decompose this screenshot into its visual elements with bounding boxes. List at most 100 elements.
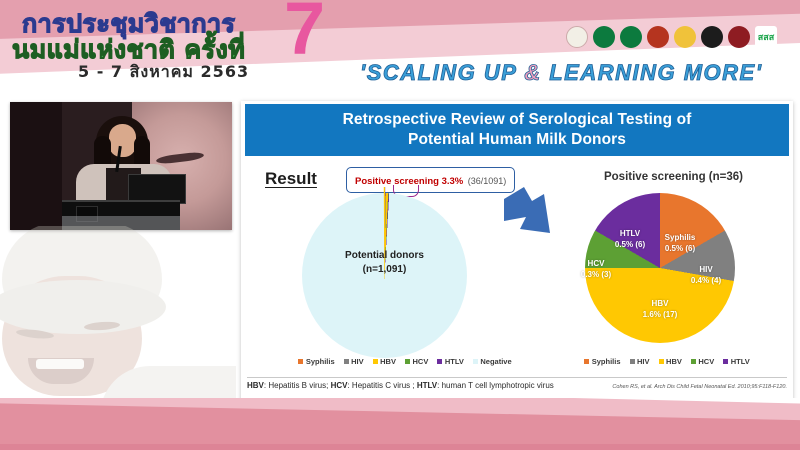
sponsor-logo-row: สสส — [566, 26, 777, 48]
legend-item-hcv[interactable]: HCV — [404, 357, 429, 366]
legend-swatch-hiv — [343, 359, 349, 364]
abbr-hbv-key: HBV — [247, 381, 264, 390]
legend-swatch-syphilis — [298, 359, 304, 364]
legend-item-hiv[interactable]: HIV — [343, 357, 364, 366]
legend-label-negative: Negative — [480, 357, 512, 366]
red-emblem-logo — [647, 26, 669, 48]
pie-slice-label-htlv: HTLV 0.5% (6) — [605, 229, 655, 251]
positive-screening-callout: Positive screening 3.3% (36/1091) — [346, 167, 516, 193]
baby-hat-brim — [0, 280, 166, 334]
footer-bottom-strip — [0, 444, 800, 450]
conference-title-thai-line2: นมแม่แห่งชาติ ครั้งที่ — [11, 34, 246, 64]
flow-arrow-icon — [504, 187, 550, 233]
conference-title-thai-line1: การประชุมวิชาการ — [21, 8, 236, 38]
legend2-label-htlv: HTLV — [730, 357, 750, 366]
pie-slice-label-syphilis: Syphilis 0.5% (6) — [653, 233, 707, 255]
legend-label-hbv: HBV — [380, 357, 396, 366]
slice-hbv-value: 1.6% (17) — [642, 309, 678, 319]
department-health-logo — [620, 26, 642, 48]
legend-item-negative[interactable]: Negative — [472, 357, 512, 366]
speaker-video-inset[interactable] — [10, 102, 232, 230]
slide-title-line1: Retrospective Review of Serological Test… — [342, 110, 692, 128]
legend2-label-syphilis: Syphilis — [591, 357, 621, 366]
legend-swatch-hbv — [372, 359, 378, 364]
legend2-swatch-hiv — [629, 359, 635, 364]
pie-left-center-label: Potential donors (n=1,091) — [302, 249, 467, 277]
legend-swatch-htlv — [437, 359, 443, 364]
legend2-swatch-syphilis — [584, 359, 590, 364]
maroon-crest-logo — [728, 26, 750, 48]
abbr-hbv-val: : Hepatitis B virus; — [263, 381, 331, 390]
ministry-public-health-logo — [593, 26, 615, 48]
abbr-htlv-val: : human T cell lymphotropic virus — [437, 381, 554, 390]
slice-hcv-name: HCV — [587, 259, 605, 268]
legend2-label-hcv: HCV — [698, 357, 715, 366]
legend-label-htlv: HTLV — [444, 357, 464, 366]
presentation-slide[interactable]: Retrospective Review of Serological Test… — [241, 101, 793, 401]
abbr-htlv-key: HTLV — [416, 381, 438, 390]
thaihealth-sss-logo: สสส — [755, 26, 777, 48]
conference-tagline: 'SCALING UP & LEARNING MORE' — [360, 60, 762, 86]
slice-htlv-name: HTLV — [619, 229, 641, 238]
baby-watermark-photo — [0, 226, 236, 426]
slice-hiv-name: HIV — [699, 265, 713, 274]
baby-face — [2, 276, 142, 396]
footer-banner — [0, 398, 800, 450]
speaker-face — [109, 124, 136, 157]
slice-hcv-value: 0.3% (3) — [580, 269, 612, 279]
slice-hiv-value: 0.4% (4) — [690, 275, 722, 285]
podium-glass-panel — [62, 216, 180, 230]
royal-seal-logo — [566, 26, 588, 48]
pie-right-disc — [585, 193, 735, 343]
tagline-part2: LEARNING MORE' — [541, 60, 763, 86]
legend-label-hcv: HCV — [412, 357, 429, 366]
slide-title-line2: Potential Human Milk Donors — [408, 131, 626, 148]
legend2-item-hiv[interactable]: HIV — [629, 357, 650, 366]
slice-hbv-name: HBV — [651, 299, 669, 308]
pie-slice-label-hcv: HCV 0.3% (3) — [573, 259, 619, 281]
legend-swatch-negative — [472, 359, 478, 364]
baby-teeth — [36, 359, 84, 369]
slice-htlv-value: 0.5% (6) — [614, 239, 646, 249]
pie-slice-label-hiv: HIV 0.4% (4) — [683, 265, 729, 287]
legend2-label-hbv: HBV — [666, 357, 682, 366]
slide-footnote: HBV: Hepatitis B virus; HCV: Hepatitis C… — [247, 377, 787, 390]
legend-potential-donors: Syphilis HIV HBV HCV HTLV Negative — [277, 357, 533, 366]
legend2-swatch-hbv — [658, 359, 664, 364]
slide-title-bar: Retrospective Review of Serological Test… — [245, 104, 789, 156]
black-circle-logo — [701, 26, 723, 48]
conference-edition-number: 7 — [284, 0, 326, 70]
laptop-on-podium — [128, 174, 186, 204]
pie-left-slivers — [383, 187, 386, 279]
pie-slice-label-hbv: HBV 1.6% (17) — [631, 299, 689, 321]
legend2-item-htlv[interactable]: HTLV — [723, 357, 750, 366]
legend-label-hiv: HIV — [351, 357, 364, 366]
potential-donors-pie-chart[interactable]: Potential donors (n=1,091) — [302, 187, 467, 358]
legend-swatch-hcv — [404, 359, 410, 364]
legend2-item-hbv[interactable]: HBV — [658, 357, 682, 366]
video-background-left — [10, 102, 62, 230]
legend-item-htlv[interactable]: HTLV — [437, 357, 464, 366]
garuda-emblem-logo — [674, 26, 696, 48]
abbr-hcv-val: : Hepatitis C virus ; — [347, 381, 417, 390]
pie-left-label-line2: (n=1,091) — [362, 264, 407, 275]
pie-left-label-line1: Potential donors — [345, 250, 424, 261]
event-header-banner: การประชุมวิชาการ นมแม่แห่งชาติ ครั้งที่ … — [0, 0, 800, 95]
slice-syphilis-name: Syphilis — [664, 233, 696, 242]
legend-item-hbv[interactable]: HBV — [372, 357, 396, 366]
legend2-swatch-hcv — [690, 359, 696, 364]
legend-positive-screening: Syphilis HIV HBV HCV HTLV — [549, 357, 785, 366]
source-citation: Cohen RS, et al. Arch Dis Child Fetal Ne… — [612, 384, 787, 390]
legend2-item-hcv[interactable]: HCV — [690, 357, 715, 366]
legend-item-syphilis[interactable]: Syphilis — [298, 357, 335, 366]
conference-date-thai: 5 - 7 สิงหาคม 2563 — [78, 62, 250, 81]
legend2-item-syphilis[interactable]: Syphilis — [584, 357, 621, 366]
tagline-part1: 'SCALING UP — [360, 60, 525, 86]
abbr-hcv-key: HCV — [330, 381, 348, 390]
callout-percent: Positive screening 3.3% — [355, 176, 464, 187]
legend-label-syphilis: Syphilis — [305, 357, 335, 366]
tagline-ampersand: & — [524, 60, 542, 86]
positive-screening-pie-chart[interactable]: Positive screening (n=36) Syphilis 0.5% … — [561, 171, 786, 371]
pie-right-title: Positive screening (n=36) — [603, 171, 743, 183]
legend2-label-hiv: HIV — [637, 357, 650, 366]
